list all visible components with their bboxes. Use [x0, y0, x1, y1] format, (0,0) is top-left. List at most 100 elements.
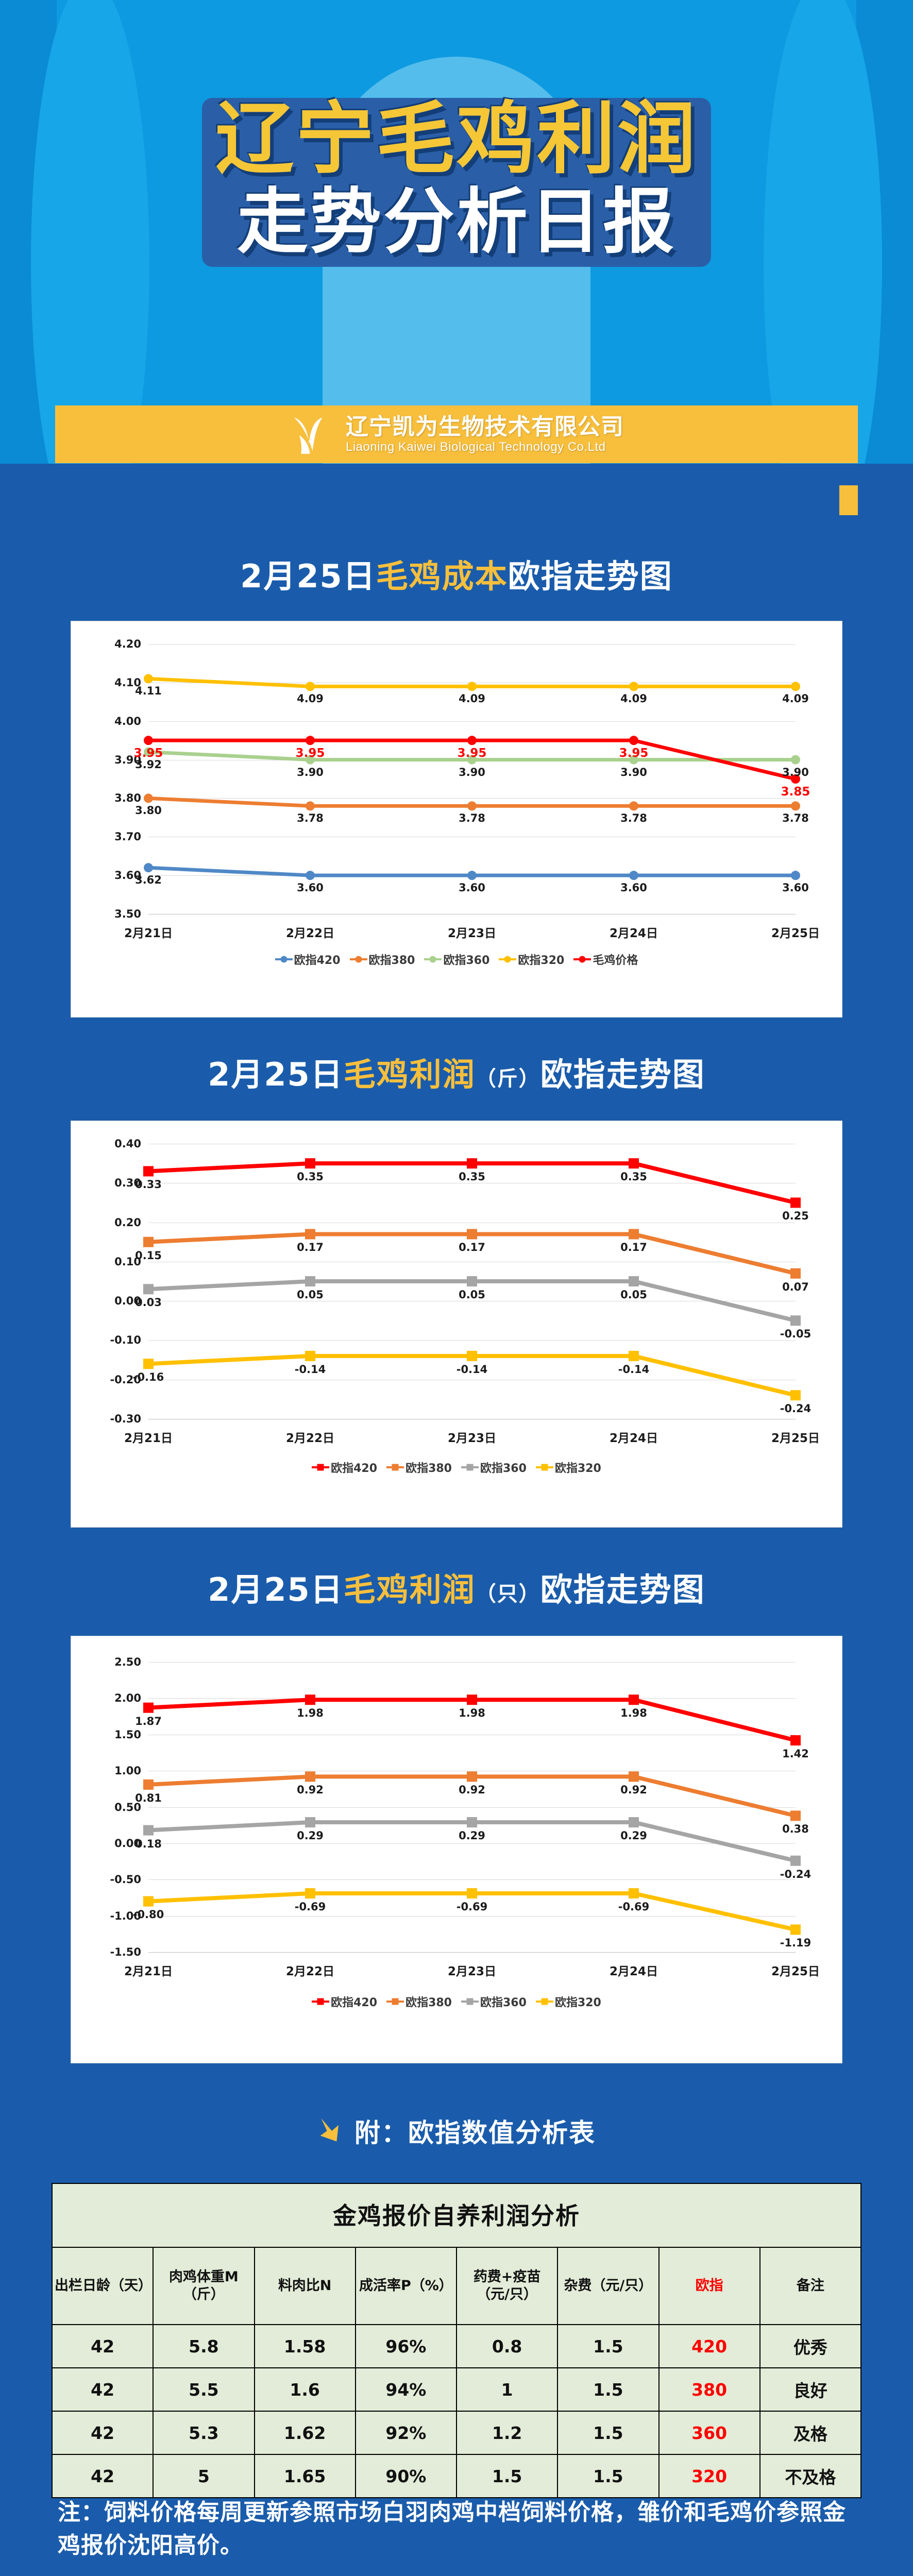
table-row: 42 5 1.65 90% 1.5 1.5 320 不及格 [51, 2454, 862, 2498]
chart2-title: 2月25日毛鸡利润（斤）欧指走势图 [0, 1059, 913, 1091]
table-cell: 1.5 [557, 2367, 660, 2412]
series-marker [629, 1817, 639, 1828]
series-line [146, 1232, 798, 1276]
data-point-label: 3.95 [457, 747, 487, 760]
series-line [146, 1353, 798, 1398]
data-point-label: -0.24 [780, 1402, 811, 1415]
y-axis-tick-label: -1.00 [110, 1909, 141, 1922]
hero-accent-nub [839, 485, 858, 515]
data-point-label: 3.90 [782, 766, 809, 778]
data-point-label: 3.78 [782, 812, 809, 825]
legend-item[interactable]: 欧指420 [312, 1459, 377, 1476]
y-gridline [148, 644, 796, 645]
data-point-label: -0.80 [132, 1908, 164, 1921]
legend-swatch-icon [535, 1464, 553, 1471]
y-axis-tick-label: 0.40 [114, 1138, 141, 1150]
legend-label: 欧指420 [331, 1996, 378, 2009]
x-axis-tick-label: 2月21日 [124, 927, 173, 940]
legend-swatch-icon [349, 956, 367, 963]
legend-item[interactable]: 欧指380 [349, 951, 415, 968]
data-point-label: 3.95 [619, 747, 649, 760]
table-cell: 92% [354, 2411, 458, 2455]
data-point-label: 3.95 [295, 747, 325, 760]
series-marker [305, 1888, 315, 1899]
legend-item[interactable]: 毛鸡价格 [573, 951, 638, 968]
legend-marker-icon [355, 956, 362, 963]
data-point-label: 0.18 [135, 1837, 162, 1850]
legend-item[interactable]: 欧指320 [499, 951, 564, 968]
hero-banner: 辽宁毛鸡利润 走势分析日报 辽宁凯为生物技术有限公司 Liaoning Kaiw… [0, 0, 913, 515]
data-point-label: -0.69 [294, 1900, 326, 1913]
table-header-row: 出栏日龄（天） 肉鸡体重M（斤） 料肉比N 成活率P（%） 药费+疫苗（元/只）… [51, 2247, 862, 2325]
chart3-title-highlight: 毛鸡利润 [343, 1571, 476, 1608]
chart3-title-tail: 欧指走势图 [540, 1571, 705, 1608]
company-name-cn: 辽宁凯为生物技术有限公司 [346, 414, 624, 439]
data-point-label: 4.09 [459, 692, 485, 705]
y-gridline [148, 1916, 796, 1917]
data-point-label: 0.81 [135, 1791, 162, 1804]
legend-item[interactable]: 欧指380 [386, 1459, 452, 1476]
legend-swatch-icon [312, 1998, 330, 2005]
series-marker [467, 1229, 477, 1240]
series-marker [629, 736, 638, 745]
series-line [146, 1279, 798, 1323]
legend-item[interactable]: 欧指360 [461, 1459, 527, 1476]
chart1-title-highlight: 毛鸡成本 [376, 557, 508, 595]
legend-item[interactable]: 欧指360 [461, 1993, 527, 2010]
legend-label: 欧指360 [480, 1462, 527, 1475]
series-marker [143, 1284, 154, 1295]
data-point-label: 1.87 [135, 1715, 162, 1727]
chart2-card: -0.30 -0.20 -0.10 0.00 0.10 0.20 0.30 0.40 0.33 0… [71, 1121, 842, 1528]
company-logo-icon [294, 417, 323, 454]
data-point-label: -0.14 [294, 1363, 326, 1376]
legend-marker-icon [317, 1464, 324, 1471]
legend-swatch-icon [312, 1464, 330, 1471]
series-marker [790, 1268, 801, 1279]
data-point-label: 3.85 [781, 785, 810, 799]
legend-item[interactable]: 欧指380 [386, 1993, 452, 2010]
series-marker [144, 736, 153, 745]
data-point-label: 3.78 [297, 812, 324, 825]
data-point-label: 0.17 [620, 1241, 647, 1254]
legend-item[interactable]: 欧指420 [275, 951, 341, 968]
series-marker [143, 1825, 154, 1836]
series-marker [306, 755, 315, 765]
series-marker [306, 871, 315, 880]
x-axis-tick-label: 2月25日 [771, 927, 820, 940]
series-marker [467, 1771, 477, 1782]
series-marker [629, 1350, 639, 1361]
series-marker [467, 682, 477, 691]
chart2-title-tail: 欧指走势图 [540, 1056, 705, 1093]
data-point-label: 1.98 [297, 1707, 324, 1720]
series-marker [305, 1158, 315, 1169]
legend-label: 毛鸡价格 [593, 954, 638, 967]
chart3-title-unit: （只） [475, 1582, 540, 1606]
data-point-label: 0.92 [459, 1784, 485, 1797]
table-cell: 42 [51, 2454, 154, 2498]
y-axis-tick-label: 3.70 [114, 831, 141, 843]
series-marker [305, 1350, 315, 1361]
table-cell-oudi: 420 [658, 2324, 760, 2368]
legend-item[interactable]: 欧指320 [535, 1993, 601, 2010]
data-point-label: 4.09 [297, 692, 324, 705]
table-cell: 5.8 [153, 2324, 255, 2368]
table-cell: 94% [354, 2367, 458, 2412]
table-note: 注：饲料价格每周更新参照市场白羽肉鸡中档饲料价格，雏价和毛鸡价参照金鸡报价沈阳高… [58, 2499, 846, 2558]
y-axis-tick-label: 0.50 [114, 1801, 141, 1814]
y-gridline [148, 1662, 796, 1663]
attachment-heading: 附：欧指数值分析表 [0, 2112, 913, 2149]
series-marker [790, 1855, 801, 1866]
data-point-label: 0.92 [620, 1784, 647, 1797]
series-marker [467, 801, 477, 811]
series-marker [467, 1888, 477, 1899]
data-point-label: 0.38 [782, 1823, 809, 1836]
data-point-label: 0.05 [459, 1289, 485, 1301]
data-point-label: 0.35 [459, 1171, 485, 1183]
chart2-title-date: 2月25日 [208, 1056, 344, 1093]
data-point-label: -0.05 [780, 1328, 811, 1341]
legend-item[interactable]: 欧指360 [424, 951, 489, 968]
table-cell: 5 [153, 2454, 255, 2498]
legend-item[interactable]: 欧指320 [535, 1459, 601, 1476]
series-marker [791, 682, 800, 691]
legend-item[interactable]: 欧指420 [312, 1993, 377, 2010]
